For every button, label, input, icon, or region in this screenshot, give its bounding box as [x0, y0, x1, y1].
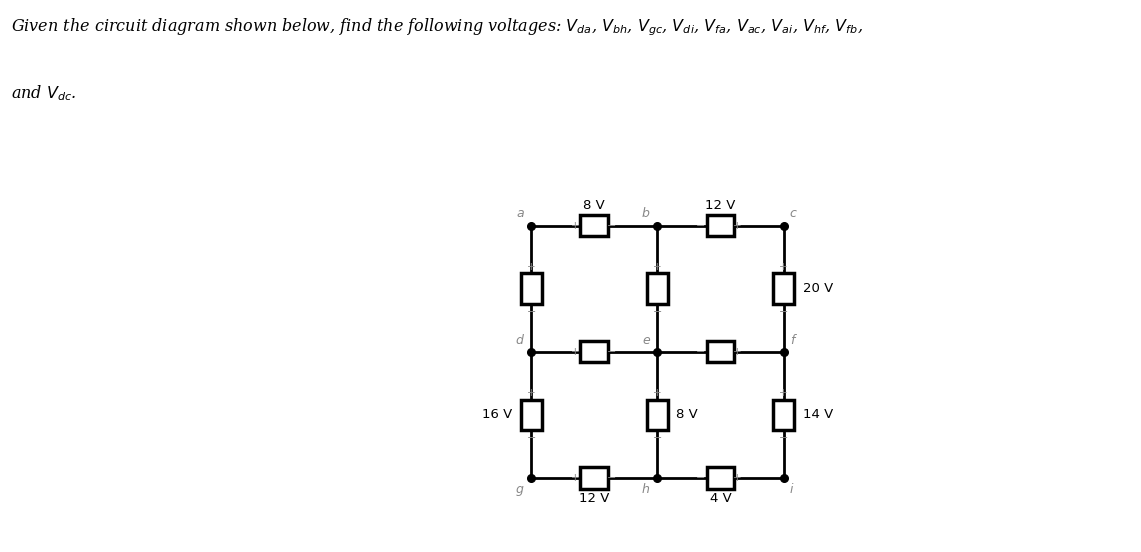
- Text: a: a: [516, 208, 524, 220]
- Text: 16 V: 16 V: [482, 408, 512, 421]
- Text: +: +: [779, 388, 788, 397]
- Bar: [706, 341, 735, 363]
- Text: f: f: [790, 333, 794, 347]
- Text: e: e: [642, 333, 650, 347]
- Bar: [706, 215, 735, 236]
- Text: +: +: [734, 473, 742, 483]
- Text: −: −: [696, 221, 705, 231]
- Text: +: +: [653, 388, 662, 397]
- Text: +: +: [527, 262, 535, 272]
- Text: 8 V: 8 V: [677, 408, 698, 421]
- Text: −: −: [607, 347, 616, 357]
- Text: Given the circuit diagram shown below, find the following voltages: $V_{da}$, $V: Given the circuit diagram shown below, f…: [11, 17, 864, 38]
- Bar: [772, 400, 794, 430]
- Text: +: +: [527, 388, 535, 397]
- Text: h: h: [642, 483, 650, 496]
- Bar: [520, 273, 542, 304]
- Text: −: −: [526, 307, 536, 317]
- Text: +: +: [734, 221, 742, 231]
- Text: −: −: [779, 307, 788, 317]
- Text: b: b: [642, 208, 650, 220]
- Text: +: +: [570, 473, 580, 483]
- Text: −: −: [607, 221, 616, 231]
- Text: 12 V: 12 V: [580, 492, 609, 505]
- Text: −: −: [653, 433, 662, 443]
- Bar: [647, 273, 669, 304]
- Bar: [581, 341, 608, 363]
- Text: c: c: [790, 208, 796, 220]
- Text: and $V_{dc}$.: and $V_{dc}$.: [11, 83, 76, 103]
- Text: 14 V: 14 V: [802, 408, 833, 421]
- Text: i: i: [790, 483, 793, 496]
- Bar: [581, 215, 608, 236]
- Bar: [706, 467, 735, 489]
- Text: −: −: [779, 433, 788, 443]
- Text: −: −: [696, 473, 705, 483]
- Bar: [647, 400, 669, 430]
- Bar: [772, 273, 794, 304]
- Text: +: +: [570, 347, 580, 357]
- Text: d: d: [516, 333, 524, 347]
- Bar: [581, 467, 608, 489]
- Text: +: +: [734, 347, 742, 357]
- Text: +: +: [653, 262, 662, 272]
- Text: +: +: [570, 221, 580, 231]
- Text: 12 V: 12 V: [705, 199, 736, 212]
- Text: −: −: [696, 347, 705, 357]
- Bar: [520, 400, 542, 430]
- Text: +: +: [779, 262, 788, 272]
- Text: 20 V: 20 V: [802, 282, 833, 295]
- Text: −: −: [653, 307, 662, 317]
- Text: −: −: [526, 433, 536, 443]
- Text: 8 V: 8 V: [583, 199, 605, 212]
- Text: g: g: [516, 483, 524, 496]
- Text: 4 V: 4 V: [710, 492, 731, 505]
- Text: −: −: [607, 473, 616, 483]
